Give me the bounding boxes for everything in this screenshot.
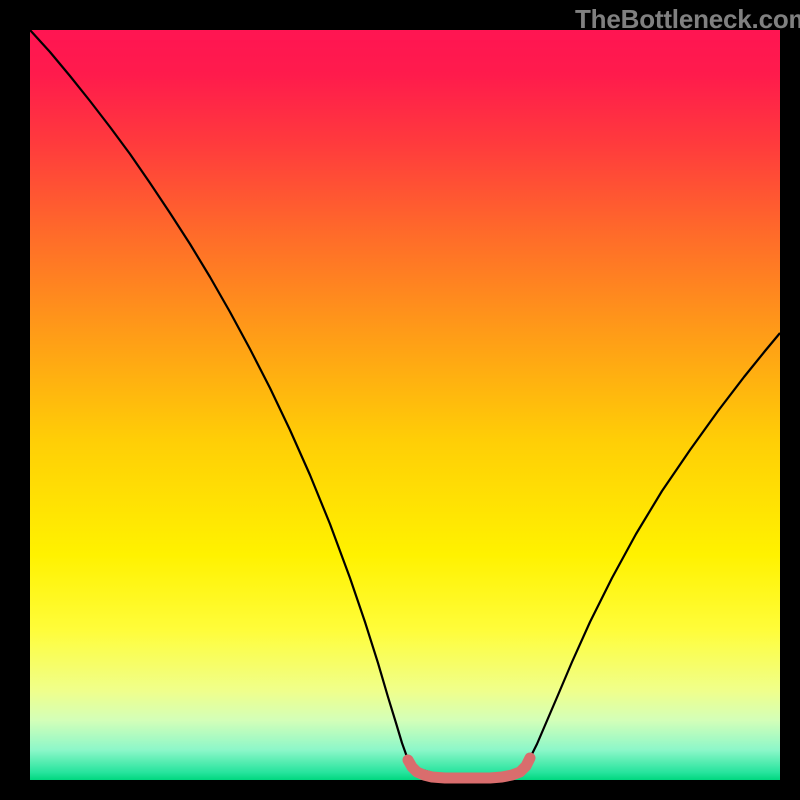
plot-background bbox=[30, 30, 780, 780]
chart-svg bbox=[0, 0, 800, 800]
chart-container: TheBottleneck.com bbox=[0, 0, 800, 800]
watermark-text: TheBottleneck.com bbox=[575, 4, 800, 35]
